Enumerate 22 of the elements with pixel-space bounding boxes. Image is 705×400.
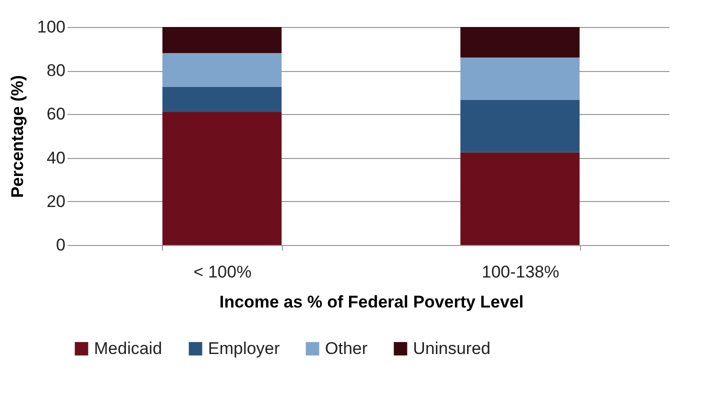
bar	[162, 112, 282, 245]
x-tick-label: < 100%	[193, 262, 252, 282]
x-axis-title: Income as % of Federal Poverty Level	[219, 292, 524, 312]
bar	[460, 100, 580, 152]
legend-label: Other	[325, 338, 368, 358]
legend-label: Uninsured	[413, 338, 490, 358]
y-axis-title: Percentage (%)	[8, 75, 28, 198]
y-tick-label: 40	[46, 148, 66, 168]
y-tick-label: 60	[46, 104, 66, 124]
bar	[460, 27, 580, 58]
bar	[162, 53, 282, 87]
y-tick-label: 0	[56, 236, 66, 254]
legend-label: Employer	[208, 338, 280, 358]
legend-label: Medicaid	[94, 338, 162, 358]
bar	[460, 152, 580, 245]
y-tick-label: 80	[46, 61, 66, 80]
y-tick-label: 100	[37, 18, 66, 36]
bar	[162, 86, 282, 112]
bar	[460, 58, 580, 100]
x-tick-label: 100-138%	[482, 262, 560, 282]
y-tick-label: 20	[46, 192, 66, 211]
bar	[162, 27, 282, 54]
